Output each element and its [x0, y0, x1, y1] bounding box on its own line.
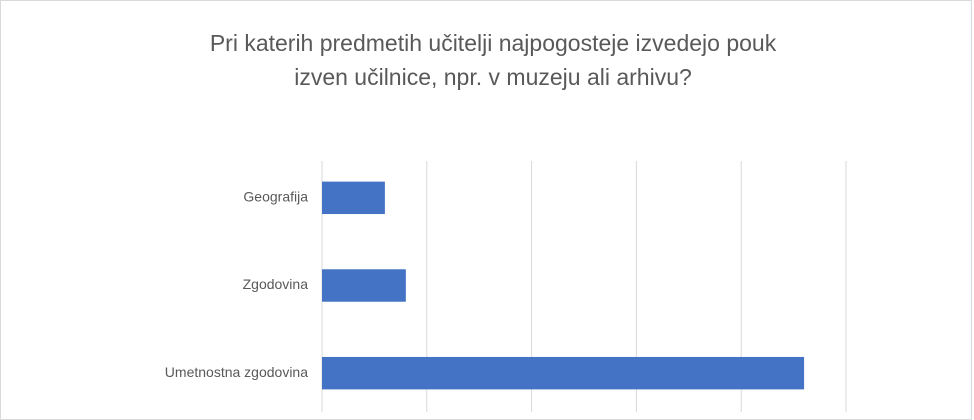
bar [322, 181, 385, 215]
y-tick-label: Umetnostna zgodovina [165, 364, 308, 380]
y-tick-label: Zgodovina [243, 276, 309, 292]
chart-title: Pri katerih predmetih učitelji najpogost… [209, 30, 777, 90]
y-tick-label: Geografija [243, 189, 308, 205]
bar [322, 356, 805, 390]
bar [322, 269, 406, 302]
